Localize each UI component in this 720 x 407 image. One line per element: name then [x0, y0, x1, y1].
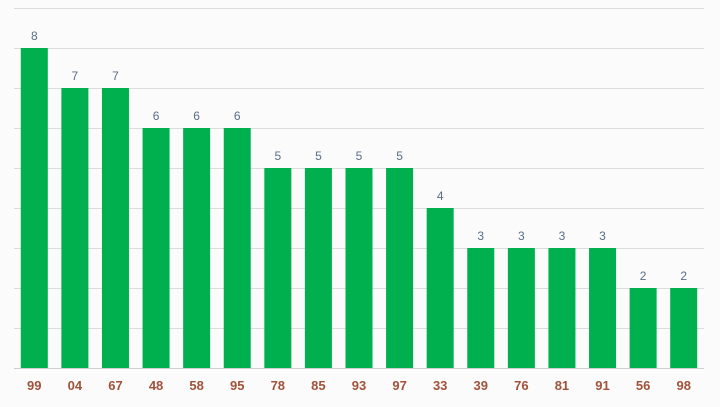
bar-99 — [20, 48, 48, 368]
bar-value-label: 2 — [640, 269, 647, 283]
bar-value-label: 3 — [599, 229, 606, 243]
bar-97 — [386, 168, 414, 368]
x-tick-label: 56 — [636, 378, 650, 393]
bar-value-label: 7 — [72, 69, 79, 83]
bar-48 — [142, 128, 170, 368]
bar-value-label: 2 — [680, 269, 687, 283]
x-tick-label: 48 — [149, 378, 163, 393]
bar-81 — [548, 248, 576, 368]
bar-58 — [183, 128, 211, 368]
bar-value-label: 5 — [356, 149, 363, 163]
x-tick-label: 99 — [27, 378, 41, 393]
bar-value-label: 7 — [112, 69, 119, 83]
bar-value-label: 6 — [234, 109, 241, 123]
x-tick-label: 78 — [271, 378, 285, 393]
x-tick-label: 93 — [352, 378, 366, 393]
chart-x-axis-ticks: 99 04 67 48 58 95 78 85 93 97 33 39 76 81 91 56 98 — [27, 378, 691, 393]
bar-value-label: 5 — [315, 149, 322, 163]
bar-value-label: 6 — [193, 109, 200, 123]
bar-93 — [345, 168, 373, 368]
bar-39 — [467, 248, 495, 368]
x-tick-label: 91 — [595, 378, 609, 393]
bar-value-label: 5 — [274, 149, 281, 163]
bar-98 — [670, 288, 698, 368]
x-tick-label: 98 — [676, 378, 690, 393]
bar-76 — [507, 248, 535, 368]
bar-85 — [304, 168, 332, 368]
chart-bar-labels: 8 7 7 6 6 6 5 5 5 5 4 3 3 3 3 2 2 — [31, 29, 687, 283]
x-tick-label: 97 — [392, 378, 406, 393]
x-tick-label: 39 — [474, 378, 488, 393]
chart-bars — [20, 48, 698, 368]
bar-value-label: 3 — [559, 229, 566, 243]
bar-value-label: 8 — [31, 29, 38, 43]
bar-value-label: 5 — [396, 149, 403, 163]
bar-56 — [629, 288, 657, 368]
bar-67 — [101, 88, 129, 368]
x-tick-label: 81 — [555, 378, 569, 393]
x-tick-label: 76 — [514, 378, 528, 393]
x-tick-label: 67 — [108, 378, 122, 393]
x-tick-label: 58 — [189, 378, 203, 393]
bar-value-label: 3 — [477, 229, 484, 243]
x-tick-label: 04 — [68, 378, 83, 393]
bar-value-label: 3 — [518, 229, 525, 243]
bar-value-label: 6 — [153, 109, 160, 123]
x-tick-label: 95 — [230, 378, 244, 393]
x-tick-label: 85 — [311, 378, 325, 393]
bar-91 — [589, 248, 617, 368]
bar-value-label: 4 — [437, 189, 444, 203]
bar-95 — [223, 128, 251, 368]
bar-78 — [264, 168, 292, 368]
x-tick-label: 33 — [433, 378, 447, 393]
bar-04 — [61, 88, 89, 368]
bar-33 — [426, 208, 454, 368]
